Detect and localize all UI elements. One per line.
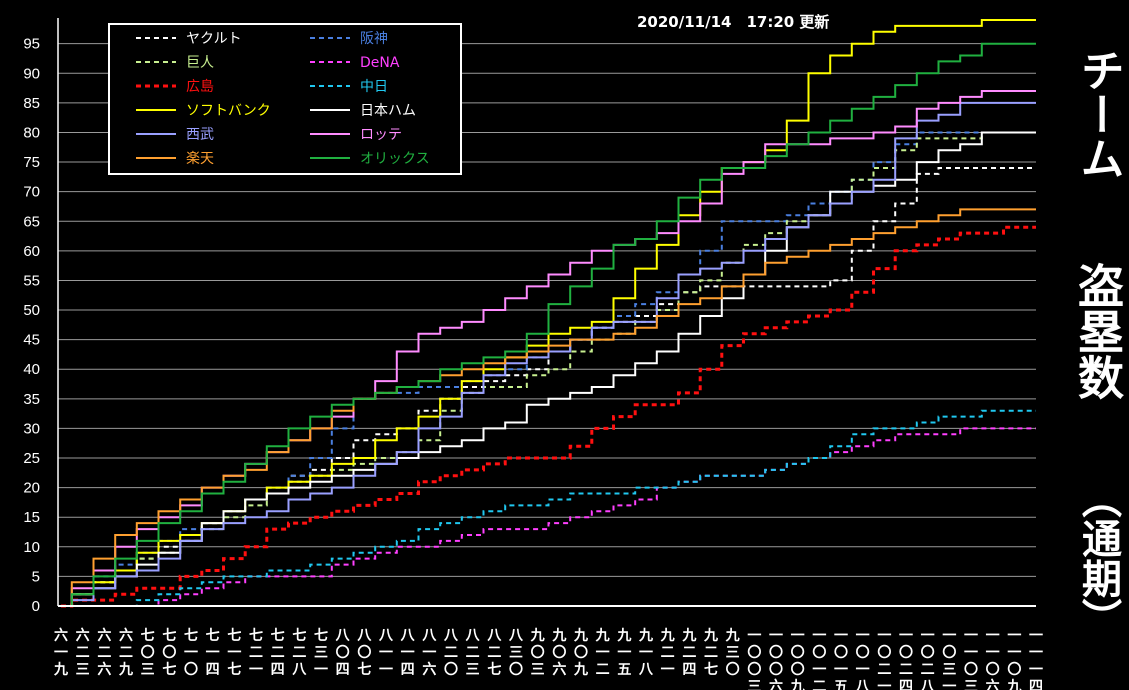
- x-tick-label: 八一六: [421, 628, 437, 678]
- legend-label: 楽天: [186, 151, 214, 167]
- update-timestamp: 2020/11/14 17:20 更新: [637, 13, 829, 31]
- x-tick-label: 八〇七: [356, 628, 372, 678]
- y-tick-label: 60: [23, 243, 40, 260]
- y-tick-label: 85: [23, 95, 40, 112]
- series-line-5: [61, 409, 1036, 607]
- side-title: チーム 盗塁数 （通期）: [1071, 48, 1125, 638]
- x-tick-label: 八二七: [486, 628, 502, 678]
- x-tick-label: 一一〇三: [964, 628, 978, 690]
- x-tick-label: 六二三: [76, 627, 90, 678]
- x-tick-label: 九〇三: [530, 628, 545, 678]
- x-axis-labels: 六一九六二三六二六六二九七〇三七〇七七一〇七一四七一七七二一七二四七二八七三一八…: [53, 627, 1043, 690]
- x-tick-label: 九〇九: [573, 628, 588, 678]
- x-tick-label: 七一七: [227, 628, 241, 678]
- y-tick-label: 95: [23, 36, 40, 53]
- x-tick-label: 七二四: [271, 628, 285, 678]
- y-tick-label: 30: [23, 420, 40, 437]
- legend-label: ソフトバンク: [186, 103, 271, 119]
- x-tick-label: 一〇二一: [877, 628, 891, 690]
- x-tick-label: 八〇四: [335, 628, 351, 678]
- y-tick-label: 25: [23, 450, 40, 467]
- x-tick-label: 八三〇: [508, 628, 524, 678]
- x-tick-label: 一〇三一: [942, 628, 956, 690]
- y-tick-label: 0: [32, 598, 40, 615]
- x-tick-label: 一〇一八: [855, 628, 871, 690]
- x-tick-label: 一〇二八: [920, 628, 936, 690]
- legend-label: 広島: [186, 79, 214, 95]
- x-tick-label: 七二八: [291, 628, 307, 678]
- x-tick-label: 一〇〇九: [790, 628, 805, 690]
- series-line-3: [61, 427, 1036, 607]
- x-tick-label: 九一八: [638, 628, 654, 678]
- y-tick-label: 15: [23, 509, 40, 526]
- x-tick-label: 九三〇: [725, 628, 740, 678]
- legend-box: [108, 23, 462, 175]
- x-tick-label: 一〇二四: [899, 628, 913, 690]
- legend-label: 巨人: [186, 55, 214, 71]
- x-tick-label: 一一一四: [1029, 628, 1043, 690]
- side-title-line1: チーム: [1073, 48, 1124, 180]
- x-tick-label: 八二三: [465, 628, 481, 678]
- x-tick-label: 六一九: [53, 627, 68, 678]
- y-tick-label: 5: [32, 568, 40, 585]
- y-tick-label: 70: [23, 184, 40, 201]
- y-tick-label: 10: [23, 539, 40, 556]
- x-tick-label: 九二四: [681, 628, 696, 678]
- y-tick-label: 65: [23, 213, 40, 230]
- y-tick-label: 50: [23, 302, 40, 319]
- series-line-11: [61, 42, 1036, 607]
- x-tick-label: 八二〇: [443, 628, 459, 678]
- x-tick-label: 九二一: [660, 628, 675, 678]
- x-tick-label: 九〇六: [551, 628, 566, 678]
- legend-label: 日本ハム: [360, 103, 416, 119]
- x-tick-label: 一一〇九: [1006, 628, 1021, 690]
- x-tick-label: 九一二: [595, 628, 610, 678]
- x-tick-label: 一〇〇六: [769, 628, 783, 690]
- y-tick-label: 20: [23, 480, 40, 497]
- series-line-10: [61, 208, 1036, 607]
- legend-label: 阪神: [360, 31, 388, 47]
- series-line-8: [61, 101, 1036, 607]
- y-tick-label: 90: [23, 65, 40, 82]
- x-tick-label: 七〇三: [141, 628, 155, 678]
- y-axis-ticks: 0 5 10 15 20 25 30 35 40 45 50 55 60 65 70 75 80 85 90 95: [23, 36, 40, 615]
- x-tick-label: 一〇一二: [812, 628, 826, 690]
- x-tick-label: 九一五: [616, 628, 631, 678]
- x-tick-label: 七一〇: [184, 628, 198, 678]
- y-tick-label: 55: [23, 272, 40, 289]
- y-tick-label: 80: [23, 124, 40, 141]
- legend-label: DeNA: [360, 55, 400, 71]
- side-title-line2: 盗塁数: [1071, 262, 1125, 400]
- x-tick-label: 八一一: [378, 628, 394, 678]
- y-tick-label: 75: [23, 154, 40, 171]
- x-tick-label: 一〇一五: [834, 628, 848, 690]
- y-tick-label: 40: [23, 361, 40, 378]
- legend-label: オリックス: [360, 151, 430, 167]
- x-tick-label: 六二六: [97, 627, 111, 678]
- x-tick-label: 七一四: [206, 628, 220, 678]
- x-tick-label: 七三一: [314, 628, 328, 678]
- legend-label: ヤクルト: [186, 31, 242, 47]
- x-tick-label: 九二七: [703, 628, 718, 678]
- x-tick-label: 一〇〇三: [747, 628, 761, 690]
- series-lines: [61, 19, 1036, 608]
- legend-label: 西武: [186, 127, 214, 143]
- y-tick-label: 45: [23, 332, 40, 349]
- side-title-line3: （通期）: [1075, 478, 1122, 638]
- x-tick-label: 七〇七: [162, 628, 176, 678]
- legend-label: 中日: [360, 79, 388, 95]
- legend-label: ロッテ: [360, 127, 402, 143]
- x-tick-label: 七二一: [249, 628, 263, 678]
- x-tick-label: 八一四: [400, 628, 416, 678]
- x-tick-label: 六二九: [118, 627, 133, 678]
- x-tick-label: 一一〇六: [986, 628, 1000, 690]
- y-tick-label: 35: [23, 391, 40, 408]
